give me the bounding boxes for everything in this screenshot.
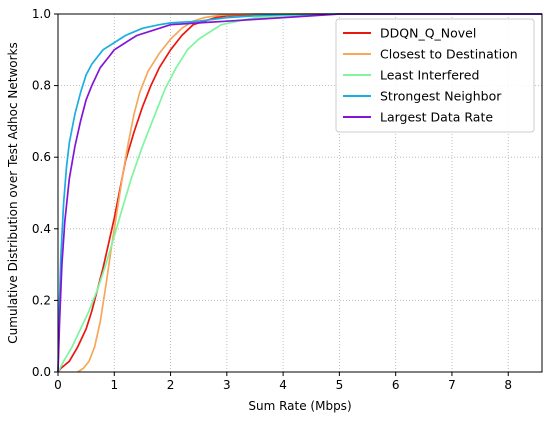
series-line-4 <box>57 13 542 373</box>
x-tick-label: 7 <box>448 378 456 392</box>
x-tick-label: 4 <box>279 378 287 392</box>
legend: DDQN_Q_Novel Closest to Destination Least … <box>335 18 535 133</box>
series-line-3 <box>57 13 542 373</box>
y-tick-label: 0.2 <box>32 293 51 307</box>
legend-label-3: Strongest Neighbor <box>380 89 502 104</box>
legend-label-0: DDQN_Q_Novel <box>380 26 476 41</box>
legend-label-1: Closest to Destination <box>380 47 518 62</box>
x-tick-label: 8 <box>504 378 512 392</box>
x-tick-label: 0 <box>54 378 62 392</box>
y-tick-label: 1.0 <box>32 7 51 21</box>
x-tick-label: 5 <box>336 378 344 392</box>
y-axis-label: Cumulative Distribution over Test Adhoc … <box>6 42 20 343</box>
legend-label-2: Least Interfered <box>380 68 479 83</box>
plot-frame <box>57 13 543 373</box>
legend-box <box>335 18 535 133</box>
x-tick-label: 1 <box>110 378 118 392</box>
y-tick-label: 0.8 <box>32 79 51 93</box>
x-axis-label: Sum Rate (Mbps) <box>248 399 351 413</box>
y-tick-label: 0.0 <box>32 365 51 379</box>
series-lines <box>57 13 542 373</box>
ticks: 0 1 2 3 4 5 6 7 8 0.0 0.2 0.4 0.6 0.8 1.0 <box>32 7 512 392</box>
y-tick-label: 0.4 <box>32 222 51 236</box>
x-tick-label: 6 <box>392 378 400 392</box>
x-tick-label: 3 <box>223 378 231 392</box>
series-line-2 <box>57 13 542 373</box>
y-tick-label: 0.6 <box>32 150 51 164</box>
legend-label-4: Largest Data Rate <box>380 110 493 125</box>
x-tick-label: 2 <box>167 378 175 392</box>
